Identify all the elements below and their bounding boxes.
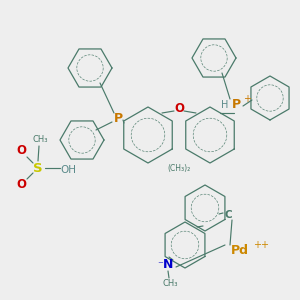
Text: N: N [163,259,173,272]
Text: P: P [113,112,123,124]
Text: (CH₃)₂: (CH₃)₂ [167,164,190,172]
Text: S: S [33,161,43,175]
Text: H: H [220,100,228,110]
Text: CH₃: CH₃ [32,136,48,145]
Text: Pd: Pd [231,244,249,256]
Text: ++: ++ [253,240,269,250]
Text: OH: OH [60,165,76,175]
Text: +: + [243,94,251,104]
Text: O: O [174,101,184,115]
Text: CH₃: CH₃ [162,278,178,287]
Text: O: O [16,178,26,191]
Text: P: P [231,98,241,112]
Text: ⁻: ⁻ [157,260,163,270]
Text: O: O [16,145,26,158]
Text: C: C [224,210,232,220]
